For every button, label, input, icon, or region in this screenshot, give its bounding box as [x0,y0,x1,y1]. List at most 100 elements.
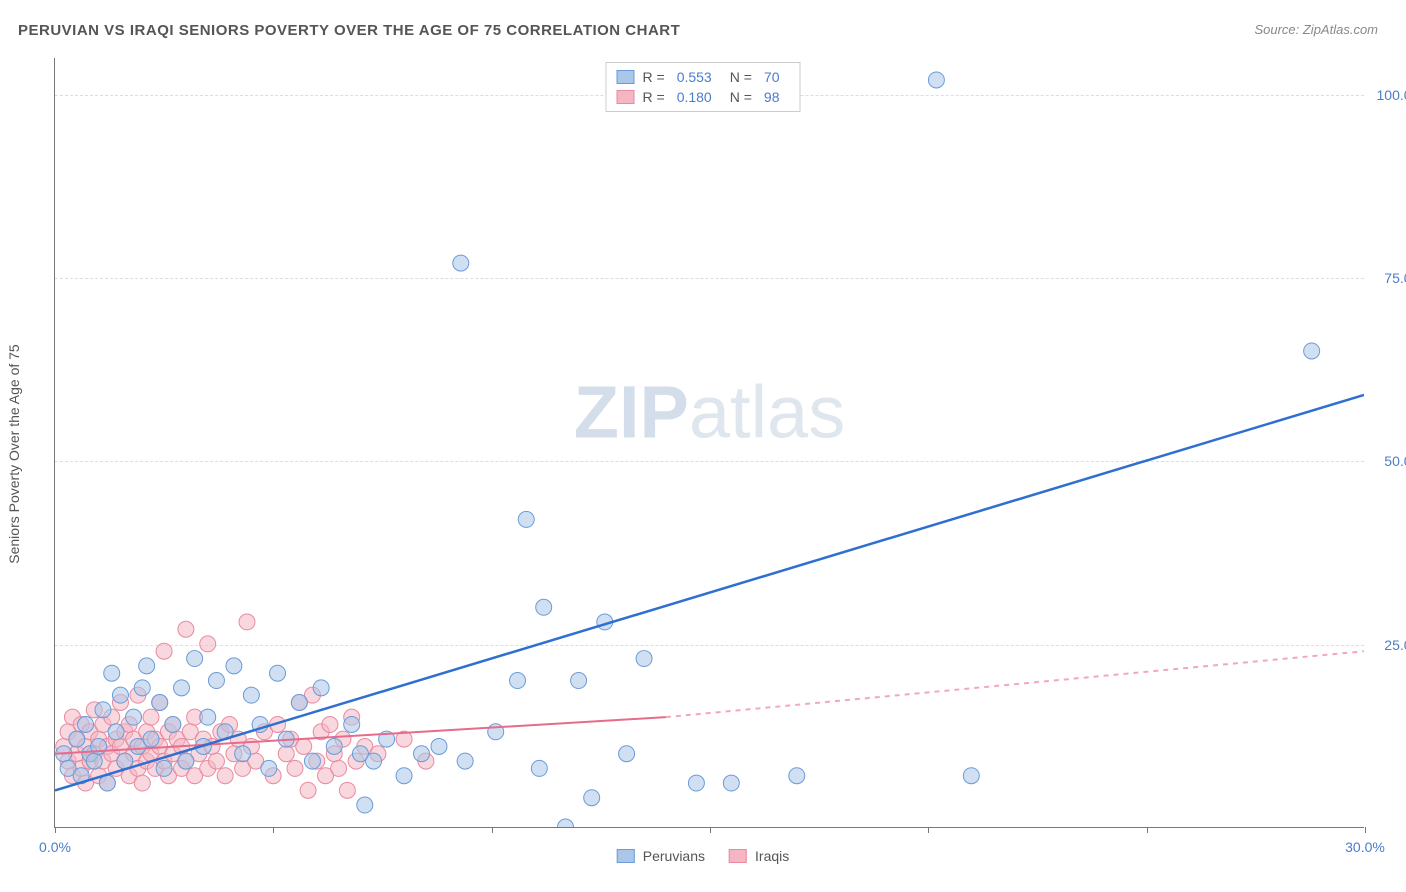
data-point [270,665,286,681]
data-point [558,819,574,827]
y-tick-label: 50.0% [1369,453,1406,469]
data-point [200,636,216,652]
plot-svg [55,58,1364,827]
x-tick [1147,827,1148,833]
data-point [963,768,979,784]
x-tick-label: 30.0% [1345,839,1385,855]
data-point [278,746,294,762]
data-point [396,768,412,784]
x-tick [55,827,56,833]
data-point [366,753,382,769]
data-point [108,724,124,740]
r-label: R = [643,89,665,105]
data-point [226,658,242,674]
chart-title: PERUVIAN VS IRAQI SENIORS POVERTY OVER T… [18,22,680,39]
legend-label-iraqis: Iraqis [755,848,789,864]
data-point [928,72,944,88]
y-tick-label: 25.0% [1369,637,1406,653]
data-point [287,760,303,776]
data-point [156,643,172,659]
data-point [619,746,635,762]
data-point [296,738,312,754]
data-point [165,716,181,732]
trend-line [666,651,1364,717]
data-point [344,716,360,732]
data-point [187,651,203,667]
r-value-peruvians: 0.553 [677,69,712,85]
x-tick-label: 0.0% [39,839,71,855]
swatch-peruvians [617,70,635,84]
data-point [152,695,168,711]
legend-label-peruvians: Peruvians [643,848,705,864]
data-point [126,709,142,725]
data-point [789,768,805,784]
y-axis-label: Seniors Poverty Over the Age of 75 [6,344,22,563]
data-point [208,753,224,769]
data-point [339,782,355,798]
y-tick-label: 100.0% [1369,87,1406,103]
data-point [510,673,526,689]
n-label: N = [730,89,752,105]
data-point [239,614,255,630]
data-point [217,768,233,784]
data-point [174,680,190,696]
data-point [723,775,739,791]
data-point [431,738,447,754]
data-point [104,665,120,681]
legend-row-iraqis: R = 0.180 N = 98 [617,87,790,107]
n-label: N = [730,69,752,85]
data-point [414,746,430,762]
data-point [143,731,159,747]
data-point [112,687,128,703]
x-tick [1365,827,1366,833]
data-point [331,760,347,776]
data-point [688,775,704,791]
x-tick [928,827,929,833]
data-point [636,651,652,667]
data-point [300,782,316,798]
data-point [139,658,155,674]
data-point [134,680,150,696]
data-point [235,746,251,762]
data-point [178,753,194,769]
legend-correlation: R = 0.553 N = 70 R = 0.180 N = 98 [606,62,801,112]
legend-row-peruvians: R = 0.553 N = 70 [617,67,790,87]
data-point [531,760,547,776]
data-point [178,621,194,637]
data-point [536,599,552,615]
data-point [313,680,329,696]
data-point [304,753,320,769]
data-point [571,673,587,689]
r-label: R = [643,69,665,85]
swatch-peruvians [617,849,635,863]
data-point [453,255,469,271]
data-point [243,687,259,703]
data-point [518,511,534,527]
data-point [156,760,172,776]
legend-item-peruvians: Peruvians [617,848,705,864]
data-point [69,731,85,747]
data-point [291,695,307,711]
trend-line [55,395,1364,790]
x-tick [710,827,711,833]
n-value-peruvians: 70 [764,69,780,85]
data-point [261,760,277,776]
plot-area: ZIPatlas 25.0%50.0%75.0%100.0%0.0%30.0% [54,58,1364,828]
data-point [584,790,600,806]
data-point [86,753,102,769]
data-point [208,673,224,689]
data-point [134,775,150,791]
data-point [322,716,338,732]
data-point [95,702,111,718]
x-tick [273,827,274,833]
n-value-iraqis: 98 [764,89,780,105]
data-point [457,753,473,769]
legend-item-iraqis: Iraqis [729,848,789,864]
source-label: Source: ZipAtlas.com [1254,22,1378,37]
x-tick [492,827,493,833]
data-point [78,716,94,732]
swatch-iraqis [617,90,635,104]
y-tick-label: 75.0% [1369,270,1406,286]
data-point [357,797,373,813]
data-point [143,709,159,725]
